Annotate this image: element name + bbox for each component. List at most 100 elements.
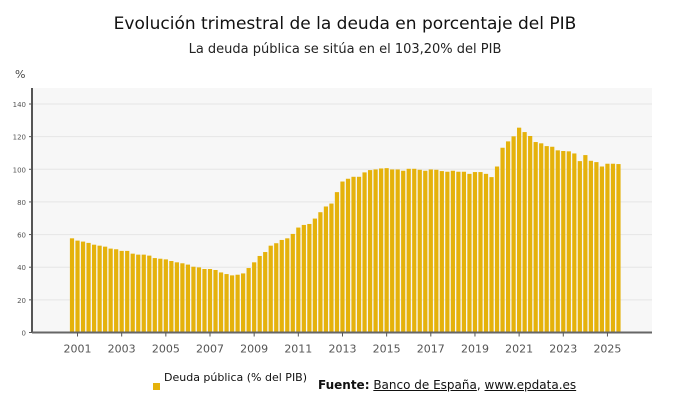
bar (163, 259, 168, 333)
bar (296, 227, 301, 333)
bar (252, 262, 257, 333)
bar (301, 224, 306, 333)
bar (268, 245, 273, 333)
bar (91, 244, 97, 333)
bar (114, 249, 119, 333)
bar (235, 274, 240, 333)
bar (180, 263, 185, 333)
bar (241, 273, 246, 333)
bar (550, 146, 555, 333)
bar (80, 241, 86, 333)
bar (450, 170, 455, 333)
bar (285, 238, 290, 333)
bar (412, 168, 417, 333)
bar (594, 162, 599, 333)
bar (417, 169, 422, 333)
bar (511, 136, 516, 333)
bar (561, 151, 566, 333)
x-tick-label: 2015 (373, 343, 401, 356)
x-tick-label: 2011 (284, 343, 312, 356)
y-tick-label: 60 (17, 232, 26, 240)
bar (191, 266, 196, 333)
bar (307, 223, 312, 333)
bar (103, 246, 108, 333)
bar (588, 160, 593, 333)
bar (362, 172, 367, 333)
bar (119, 250, 124, 333)
bar (318, 212, 323, 333)
source-separator: , (476, 378, 481, 392)
bar (599, 166, 605, 333)
bar (108, 248, 113, 333)
x-tick-label: 2019 (461, 343, 489, 356)
bar (202, 269, 207, 333)
bar (544, 146, 549, 333)
x-tick-label: 2017 (417, 343, 445, 356)
bar (445, 171, 450, 333)
bar (583, 155, 588, 333)
bar (566, 151, 571, 333)
bar (528, 135, 533, 333)
bar (522, 132, 527, 333)
bar (539, 143, 544, 333)
legend[interactable]: Deuda pública (% del PIB) (153, 371, 307, 390)
bar (147, 255, 152, 333)
bar (533, 142, 538, 333)
x-tick-label: 2005 (152, 343, 180, 356)
bar (279, 239, 284, 333)
bar (229, 275, 235, 333)
source: Fuente: Banco de España, www.epdata.es (318, 378, 576, 392)
bar (439, 171, 444, 333)
bar (456, 171, 461, 333)
bar (401, 170, 406, 333)
bar (428, 169, 433, 333)
bar (329, 203, 334, 333)
bar (141, 254, 146, 333)
bar (434, 169, 439, 333)
bar (169, 261, 174, 333)
bar (196, 267, 202, 333)
legend-swatch (153, 383, 160, 390)
bar (312, 218, 317, 333)
bar (69, 238, 75, 333)
source-link-epdata[interactable]: www.epdata.es (484, 378, 577, 392)
bar (185, 264, 191, 333)
bar (555, 150, 560, 333)
bar (158, 258, 163, 333)
bar (489, 177, 494, 333)
bar (323, 206, 329, 333)
bar (125, 250, 130, 333)
x-tick-label: 2025 (593, 343, 621, 356)
y-tick-label: 40 (17, 264, 26, 272)
x-tick-label: 2013 (328, 343, 356, 356)
y-tick-label: 140 (13, 101, 26, 109)
bar (483, 173, 489, 333)
source-link-banco-espana[interactable]: Banco de España (373, 378, 477, 392)
bar (351, 176, 356, 333)
bar (605, 163, 610, 333)
bar (461, 171, 467, 333)
chart-title: Evolución trimestral de la deuda en porc… (113, 14, 577, 34)
bar (610, 163, 616, 333)
bar (616, 164, 621, 333)
source-label: Fuente: (318, 378, 370, 392)
bar (152, 258, 157, 333)
bar (373, 169, 378, 333)
x-tick-label: 2001 (64, 343, 92, 356)
bar (218, 272, 224, 333)
bar (379, 168, 384, 333)
bar (478, 172, 483, 333)
bar (75, 240, 80, 333)
bar (257, 255, 262, 333)
bar (340, 181, 345, 333)
x-tick-label: 2023 (549, 343, 577, 356)
x-tick-label: 2021 (505, 343, 533, 356)
y-tick-label: 0 (22, 330, 26, 338)
bar (390, 169, 395, 333)
chart-subtitle: La deuda pública se sitúa en el 103,20% … (188, 42, 502, 57)
bar (246, 268, 251, 333)
bar (572, 153, 577, 333)
legend-label: Deuda pública (% del PIB) (164, 371, 308, 384)
bar (423, 170, 428, 333)
